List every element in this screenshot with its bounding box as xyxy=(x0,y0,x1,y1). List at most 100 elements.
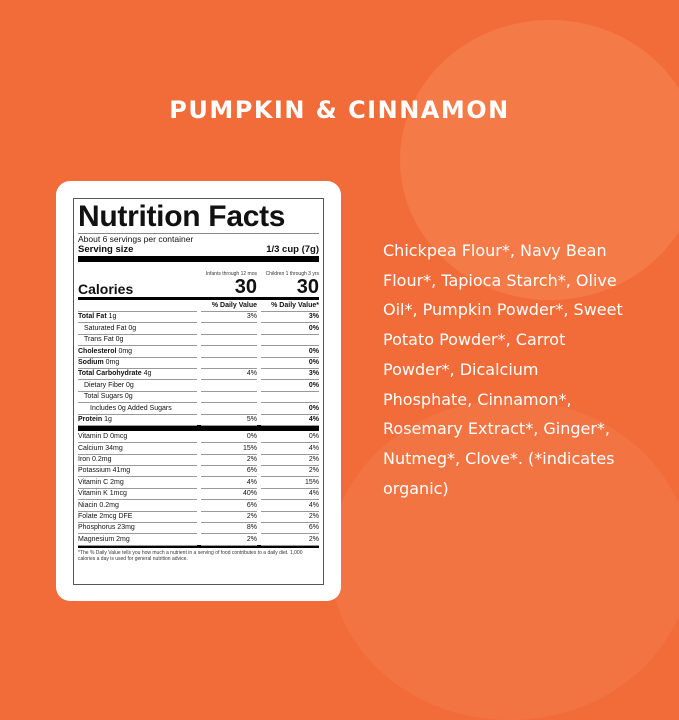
nutrient-name: Calcium 34mg xyxy=(78,443,197,455)
nutrient-name: Folate 2mcg DFE xyxy=(78,511,197,524)
dv-infants xyxy=(201,357,257,369)
dv-children: 0% xyxy=(261,403,319,415)
nutrient-name: Magnesium 2mg xyxy=(78,534,197,546)
dv-children xyxy=(261,334,319,347)
dv-infants xyxy=(201,391,257,404)
dv-children: 2% xyxy=(261,511,319,524)
nutrient-row: Total Sugars 0g xyxy=(78,391,319,404)
dv-infants: 5% xyxy=(201,414,257,426)
dv-children: 2% xyxy=(261,465,319,478)
nutrient-name: Saturated Fat 0g xyxy=(78,323,197,335)
serving-size-row: Serving size 1/3 cup (7g) xyxy=(78,244,319,262)
nutrient-name: Iron 0.2mg xyxy=(78,454,197,467)
dv-infants: 2% xyxy=(201,534,257,546)
nutrient-name: Protein 1g xyxy=(78,414,197,426)
dv-children: 4% xyxy=(261,500,319,512)
product-title: PUMPKIN & CINNAMON xyxy=(169,96,510,124)
dv-children: 3% xyxy=(261,368,319,381)
nutrient-row: Sodium 0mg 0% xyxy=(78,357,319,369)
nutrient-name: Cholesterol 0mg xyxy=(78,346,197,358)
dv-header-2: % Daily Value* xyxy=(261,300,319,312)
nutrient-name: Niacin 0.2mg xyxy=(78,500,197,512)
calories-infants: 30 xyxy=(234,276,257,298)
micronutrient-row: Vitamin C 2mg 4% 15% xyxy=(78,477,319,489)
nutrient-name: Vitamin K 1mcg xyxy=(78,488,197,501)
nutrient-row: Protein 1g 5% 4% xyxy=(78,414,319,426)
nutrient-row: Saturated Fat 0g 0% xyxy=(78,323,319,335)
ingredients-list: Chickpea Flour*, Navy Bean Flour*, Tapio… xyxy=(383,241,623,498)
dv-infants: 40% xyxy=(201,488,257,501)
dv-children: 2% xyxy=(261,454,319,467)
nutrient-row: Trans Fat 0g xyxy=(78,334,319,347)
footnote: *The % Daily Value tells you how much a … xyxy=(78,545,319,562)
micronutrient-row: Potassium 41mg 6% 2% xyxy=(78,465,319,478)
calories-children: 30 xyxy=(296,276,319,298)
nutrient-name: Vitamin C 2mg xyxy=(78,477,197,489)
nutrition-card: Nutrition Facts About 6 servings per con… xyxy=(56,181,341,601)
dv-children xyxy=(261,391,319,404)
pumpkin-silhouette xyxy=(400,20,679,300)
dv-children: 15% xyxy=(261,477,319,489)
nutrient-row: Total Fat 1g 3% 3% xyxy=(78,311,319,324)
nutrient-name: Includes 0g Added Sugars xyxy=(78,403,197,415)
nutrient-name: Sodium 0mg xyxy=(78,357,197,369)
dv-children: 0% xyxy=(261,346,319,358)
dv-infants: 6% xyxy=(201,500,257,512)
dv-infants: 0% xyxy=(201,431,257,444)
nutrient-name: Dietary Fiber 0g xyxy=(78,380,197,392)
dv-infants: 8% xyxy=(201,522,257,535)
nutrient-row: Cholesterol 0mg 0% xyxy=(78,346,319,358)
thick-divider xyxy=(78,425,319,432)
dv-children: 0% xyxy=(261,357,319,369)
nutrient-name: Total Fat 1g xyxy=(78,311,197,324)
servings-per-container: About 6 servings per container xyxy=(78,234,194,244)
dv-children: 2% xyxy=(261,534,319,546)
dv-infants: 3% xyxy=(201,311,257,324)
nutrient-row: Includes 0g Added Sugars 0% xyxy=(78,403,319,415)
nutrient-name: Trans Fat 0g xyxy=(78,334,197,347)
pumpkin-silhouette-lower xyxy=(330,400,679,720)
dv-children: 0% xyxy=(261,380,319,392)
dv-infants xyxy=(201,346,257,358)
nutrient-row: Dietary Fiber 0g 0% xyxy=(78,380,319,392)
dv-children: 4% xyxy=(261,414,319,426)
dv-infants: 6% xyxy=(201,465,257,478)
dv-header-row: % Daily Value % Daily Value* xyxy=(78,300,319,312)
dv-infants: 2% xyxy=(201,454,257,467)
dv-infants xyxy=(201,323,257,335)
nutrient-row: Total Carbohydrate 4g 4% 3% xyxy=(78,368,319,381)
serving-size-value: 1/3 cup (7g) xyxy=(266,244,319,255)
micronutrient-row: Phosphorus 23mg 8% 6% xyxy=(78,522,319,535)
nutrient-name: Total Carbohydrate 4g xyxy=(78,368,197,381)
micronutrient-row: Vitamin D 0mcg 0% 0% xyxy=(78,431,319,444)
nutrient-name: Phosphorus 23mg xyxy=(78,522,197,535)
micronutrient-row: Iron 0.2mg 2% 2% xyxy=(78,454,319,467)
micronutrient-row: Niacin 0.2mg 6% 4% xyxy=(78,500,319,512)
serving-size-label: Serving size xyxy=(78,244,134,255)
calories-row: Calories Infants through 12 mos 30 Childr… xyxy=(78,262,319,300)
label-heading: Nutrition Facts xyxy=(78,201,319,234)
dv-infants: 4% xyxy=(201,368,257,381)
dv-children: 4% xyxy=(261,443,319,455)
dv-children: 0% xyxy=(261,323,319,335)
dv-children: 6% xyxy=(261,522,319,535)
nutrition-facts-label: Nutrition Facts About 6 servings per con… xyxy=(73,198,324,585)
micronutrient-row: Vitamin K 1mcg 40% 4% xyxy=(78,488,319,501)
dv-infants: 2% xyxy=(201,511,257,524)
dv-children: 0% xyxy=(261,431,319,444)
nutrient-name: Total Sugars 0g xyxy=(78,391,197,404)
nutrient-name: Vitamin D 0mcg xyxy=(78,431,197,444)
dv-infants xyxy=(201,403,257,415)
dv-infants: 4% xyxy=(201,477,257,489)
calories-label: Calories xyxy=(78,281,134,297)
dv-header-1: % Daily Value xyxy=(201,300,257,312)
col1-header: Infants through 12 mos xyxy=(205,271,257,277)
dv-infants: 15% xyxy=(201,443,257,455)
micronutrient-row: Folate 2mcg DFE 2% 2% xyxy=(78,511,319,524)
dv-infants xyxy=(201,380,257,392)
dv-infants xyxy=(201,334,257,347)
dv-children: 3% xyxy=(261,311,319,324)
dv-children: 4% xyxy=(261,488,319,501)
col2-header: Children 1 through 3 yrs xyxy=(265,271,319,277)
nutrient-name: Potassium 41mg xyxy=(78,465,197,478)
